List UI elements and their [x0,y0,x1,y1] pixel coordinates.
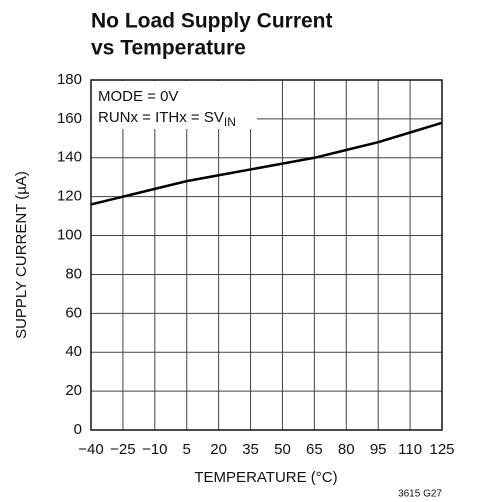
annotation-text: RUNx = ITHx = SV [98,109,224,126]
x-tick-label: −10 [142,441,167,458]
x-tick-label: 20 [210,441,227,458]
data-line [90,121,443,206]
x-tick-label: 65 [306,441,323,458]
x-tick-label: −40 [78,441,103,458]
x-tick-label: 110 [398,441,422,458]
x-tick-label: 35 [242,441,259,458]
x-tick-label: −25 [110,441,135,458]
y-tick-label: 100 [57,227,82,244]
y-tick-label: 60 [65,304,82,321]
y-tick-label: 20 [65,382,82,399]
annotation: RUNx = ITHx = SVIN [98,109,236,129]
y-tick-label: 180 [57,71,82,88]
y-tick-label: 0 [74,421,82,438]
annotation-box [92,81,257,129]
y-tick-label: 80 [65,265,82,282]
chart-title: No Load Supply Current [91,10,333,33]
y-tick-label: 120 [57,188,82,205]
y-tick-label: 40 [65,343,82,360]
x-tick-label: 50 [274,441,291,458]
plot-frame [90,79,443,431]
x-tick-label: 80 [338,441,355,458]
x-tick-label: 125 [429,441,454,458]
footnote: 3615 G27 [398,489,442,500]
y-tick-label: 160 [57,110,82,127]
annotation: MODE = 0V [98,88,178,105]
x-axis-label: TEMPERATURE (°C) [194,469,337,486]
y-tick-label: 140 [57,149,82,166]
x-tick-label: 95 [370,441,387,458]
chart-title: vs Temperature [91,37,246,60]
annotation-subscript: IN [224,115,236,129]
x-tick-label: 5 [183,441,191,458]
y-axis-label: SUPPLY CURRENT (µA) [13,171,30,339]
